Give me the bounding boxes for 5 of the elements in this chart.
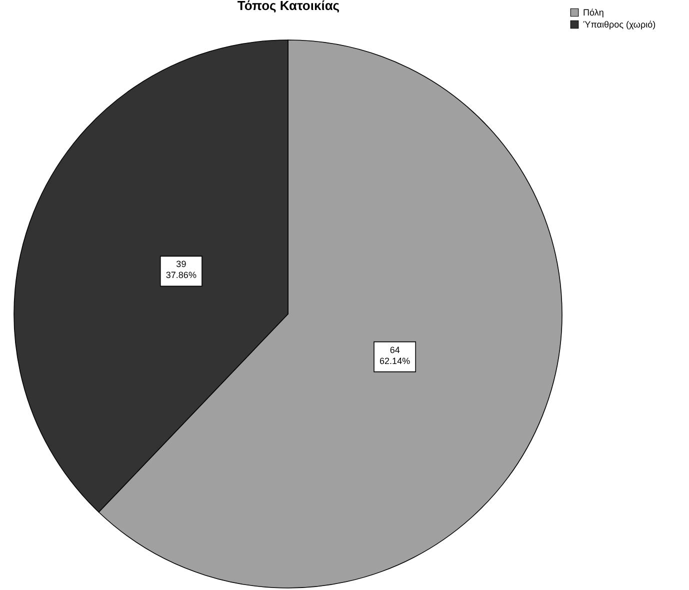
data-label: 64 62.14% bbox=[380, 344, 410, 366]
data-label: 39 37.86% bbox=[166, 259, 196, 280]
chart-title: Τόπος Κατοικίας bbox=[237, 0, 340, 13]
legend-label: Ύπαιθρος (χωριό) bbox=[583, 20, 656, 30]
legend-label: Πόλη bbox=[583, 8, 604, 18]
